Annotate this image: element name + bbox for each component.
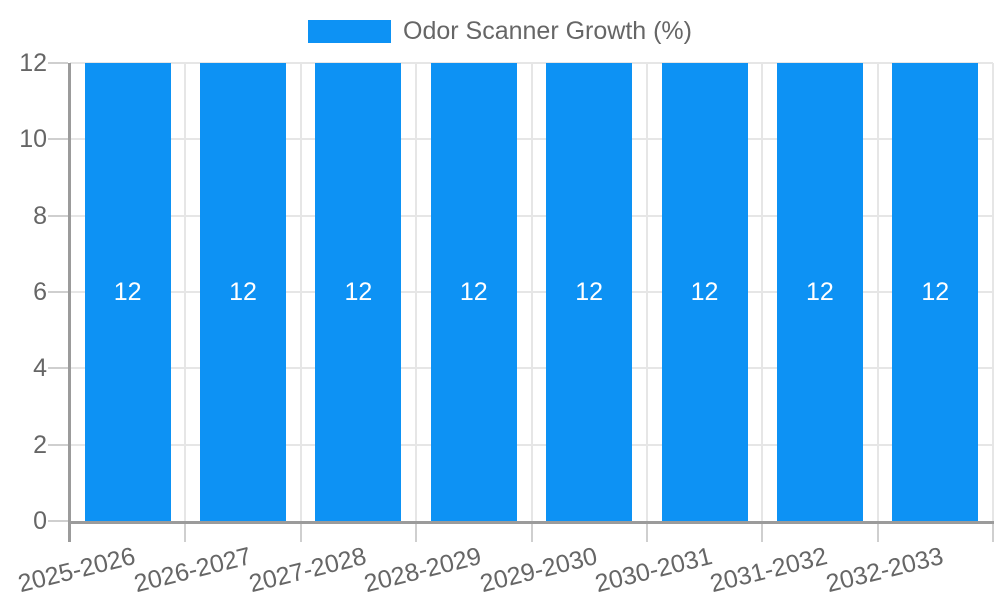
- y-axis-line: [68, 63, 71, 542]
- y-tick-label: 12: [19, 49, 47, 77]
- x-axis-line: [68, 521, 994, 524]
- x-axis-tick-mark: [299, 524, 302, 542]
- x-axis-tick-mark: [992, 524, 994, 542]
- bar[interactable]: [84, 63, 171, 521]
- x-tick-label: 2026-2027: [130, 542, 254, 599]
- y-axis-tick-mark: [48, 138, 68, 141]
- bar-value-label: 12: [921, 278, 950, 306]
- legend-swatch-icon: [308, 20, 391, 43]
- y-axis-tick-mark: [48, 443, 68, 446]
- bar[interactable]: [315, 63, 402, 521]
- x-tick-label: 2030-2031: [592, 542, 716, 599]
- y-tick-label: 0: [33, 507, 47, 535]
- legend: Odor Scanner Growth (%): [0, 19, 1000, 44]
- x-axis-tick-mark: [530, 524, 533, 542]
- bar-value-label: 12: [459, 278, 488, 306]
- gridline-vertical: [992, 63, 994, 521]
- bar[interactable]: [430, 63, 517, 521]
- x-axis-tick-mark: [415, 524, 418, 542]
- bar[interactable]: [776, 63, 863, 521]
- bar-value-label: 12: [690, 278, 719, 306]
- bar[interactable]: [546, 63, 633, 521]
- x-axis-tick-mark: [761, 524, 764, 542]
- gridline-vertical: [876, 63, 879, 521]
- legend-item[interactable]: Odor Scanner Growth (%): [308, 19, 692, 44]
- x-tick-label: 2032-2033: [823, 542, 946, 599]
- y-axis-tick-mark: [48, 367, 68, 370]
- x-axis-tick-mark: [645, 524, 648, 542]
- bar[interactable]: [892, 63, 979, 521]
- y-axis-tick-mark: [48, 214, 68, 217]
- legend-label: Odor Scanner Growth (%): [403, 17, 692, 45]
- gridline-vertical: [415, 63, 418, 521]
- bar-value-label: 12: [229, 278, 257, 306]
- gridline-vertical: [299, 63, 302, 521]
- x-axis-tick-mark: [876, 524, 879, 542]
- bar[interactable]: [661, 63, 748, 521]
- y-axis-tick-mark: [48, 62, 68, 64]
- bar[interactable]: [200, 63, 287, 521]
- gridline-vertical: [761, 63, 764, 521]
- gridline-vertical: [184, 63, 187, 521]
- y-tick-label: 8: [33, 201, 47, 230]
- y-tick-label: 10: [19, 125, 47, 154]
- x-axis-tick-mark: [184, 524, 187, 542]
- y-axis-tick-mark: [48, 291, 68, 293]
- x-tick-label: 2025-2026: [15, 542, 139, 599]
- x-tick-label: 2029-2030: [476, 542, 600, 599]
- y-axis-tick-mark: [48, 520, 68, 522]
- y-tick-label: 2: [33, 430, 47, 459]
- gridline-vertical: [530, 63, 533, 521]
- x-tick-label: 2027-2028: [246, 542, 369, 599]
- x-tick-label: 2031-2032: [707, 542, 831, 599]
- bar-value-label: 12: [344, 278, 373, 306]
- y-tick-label: 4: [33, 354, 47, 383]
- y-tick-label: 6: [33, 278, 47, 306]
- x-tick-label: 2028-2029: [361, 542, 485, 599]
- bar-value-label: 12: [575, 278, 604, 306]
- bar-value-label: 12: [806, 278, 834, 306]
- gridline-vertical: [645, 63, 648, 521]
- bar-value-label: 12: [113, 278, 142, 306]
